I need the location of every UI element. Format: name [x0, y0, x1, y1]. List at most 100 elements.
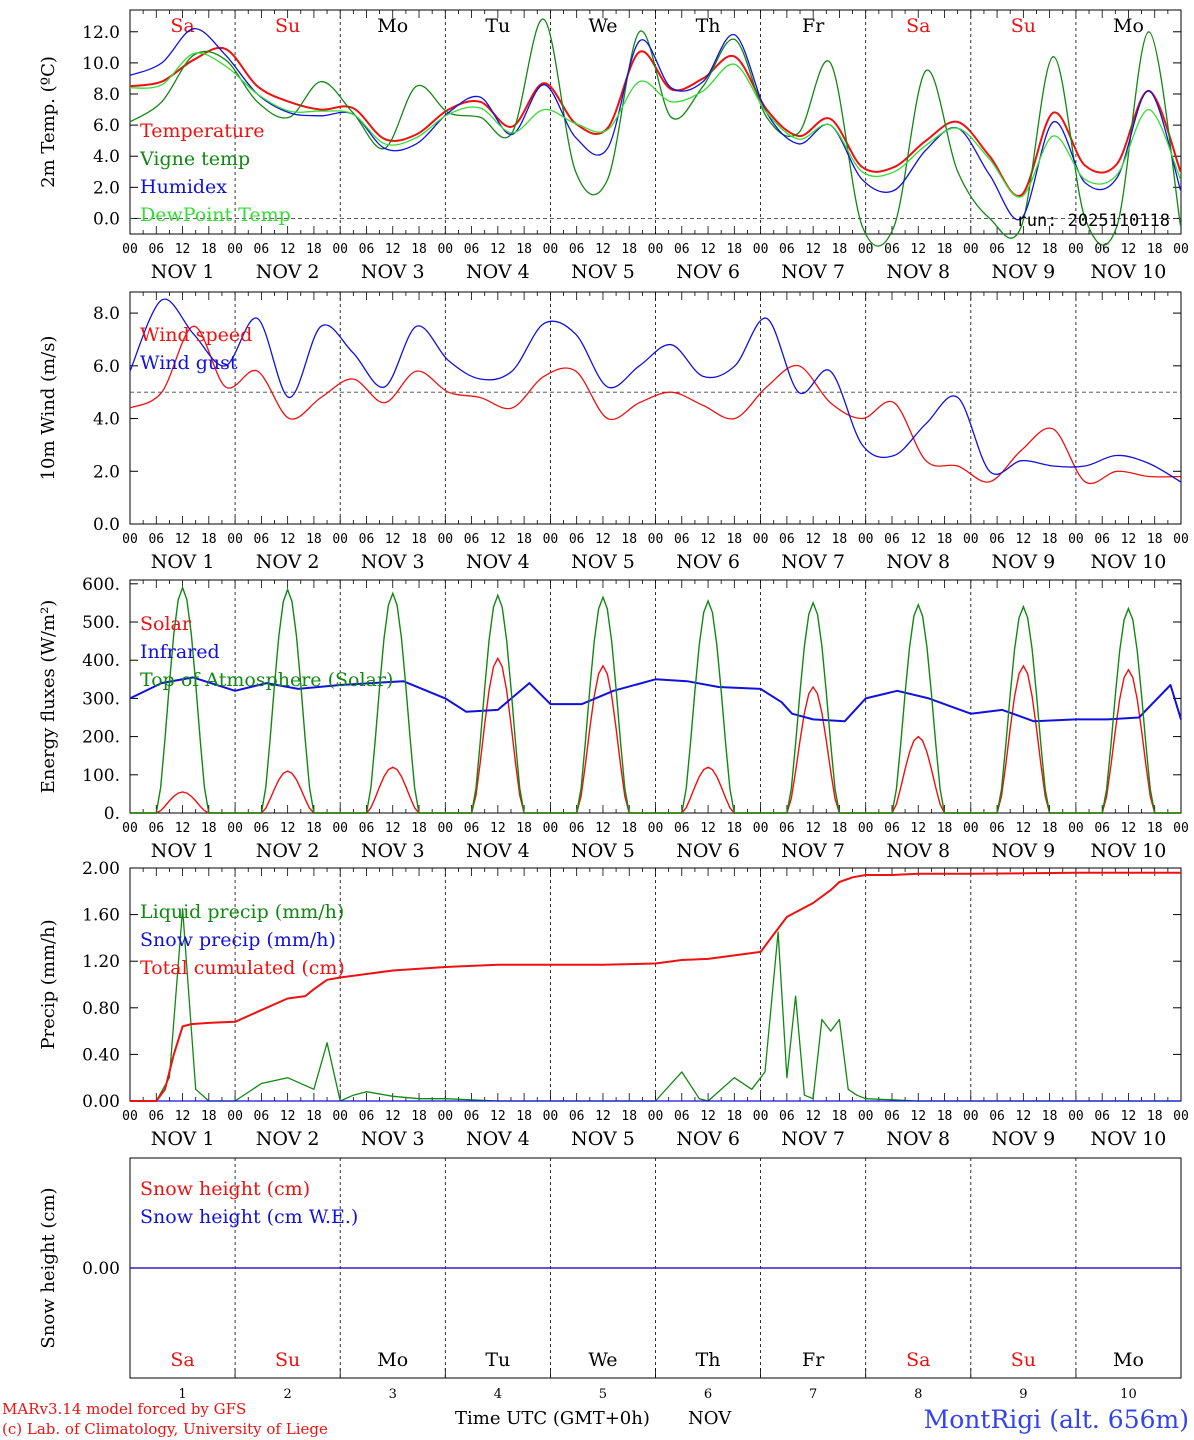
y-tick-label: 200. — [82, 728, 120, 748]
hour-tick-label: 18 — [306, 1109, 322, 1124]
hour-tick-label: 06 — [779, 1109, 795, 1124]
series-line-liquid-precip-mm-h- — [130, 908, 1181, 1102]
hour-tick-label: 12 — [490, 242, 506, 257]
hour-tick-label: 18 — [726, 242, 742, 257]
date-label: NOV 5 — [571, 551, 635, 573]
hour-tick-label: 12 — [595, 1109, 611, 1124]
day-name-label: Su — [275, 15, 300, 37]
y-tick-label: 8.0 — [93, 85, 120, 105]
hour-tick-label: 18 — [306, 821, 322, 836]
legend-entry: Solar — [140, 613, 192, 635]
hour-tick-label: 00 — [543, 1109, 559, 1124]
day-name-label: We — [588, 15, 617, 37]
day-number-label: 4 — [494, 1387, 502, 1402]
y-tick-label: 0.00 — [82, 1259, 120, 1279]
hour-tick-label: 06 — [359, 821, 375, 836]
hour-tick-label: 18 — [832, 532, 848, 547]
hour-tick-label: 00 — [227, 532, 243, 547]
hour-tick-label: 06 — [989, 1109, 1005, 1124]
day-number-label: 8 — [914, 1387, 922, 1402]
y-tick-label: 4.0 — [93, 147, 120, 167]
hour-tick-label: 00 — [1068, 1109, 1084, 1124]
date-label: NOV 2 — [256, 551, 320, 573]
series-line-dewpoint-temp — [129, 52, 1182, 198]
hour-tick-label: 12 — [1121, 821, 1137, 836]
series-group — [129, 18, 1182, 247]
hour-tick-label: 00 — [1173, 242, 1189, 257]
hour-tick-label: 06 — [884, 242, 900, 257]
date-label: NOV 7 — [781, 551, 845, 573]
hour-tick-label: 06 — [569, 821, 585, 836]
date-label: NOV 5 — [571, 261, 635, 283]
hour-tick-label: 12 — [700, 242, 716, 257]
y-tick-label: 0.00 — [82, 1092, 120, 1112]
hour-tick-label: 18 — [1147, 532, 1163, 547]
hour-tick-label: 18 — [937, 532, 953, 547]
day-number-label: 10 — [1120, 1387, 1137, 1402]
hour-tick-label: 18 — [621, 532, 637, 547]
hour-tick-label: 00 — [648, 821, 664, 836]
hour-tick-label: 18 — [1042, 821, 1058, 836]
hour-tick-label: 06 — [569, 242, 585, 257]
hour-tick-label: 18 — [937, 1109, 953, 1124]
hour-tick-label: 12 — [280, 821, 296, 836]
hour-tick-label: 12 — [1016, 242, 1032, 257]
hour-tick-label: 12 — [1121, 532, 1137, 547]
hour-tick-label: 12 — [175, 532, 191, 547]
date-label: NOV 4 — [466, 840, 530, 862]
date-label: NOV 2 — [256, 840, 320, 862]
date-label: NOV 10 — [1091, 840, 1167, 862]
date-label: NOV 3 — [361, 840, 425, 862]
hour-tick-label: 12 — [910, 821, 926, 836]
hour-tick-label: 18 — [1147, 1109, 1163, 1124]
date-label: NOV 6 — [676, 261, 740, 283]
day-name-label: Su — [1011, 1349, 1036, 1371]
series-line-top-of-atmosphere-solar- — [130, 585, 1181, 814]
hour-tick-label: 12 — [595, 532, 611, 547]
hour-tick-label: 06 — [464, 532, 480, 547]
hour-tick-label: 18 — [411, 1109, 427, 1124]
hour-tick-label: 06 — [254, 242, 270, 257]
hour-tick-label: 12 — [490, 821, 506, 836]
date-label: NOV 3 — [361, 551, 425, 573]
hour-tick-label: 00 — [858, 242, 874, 257]
hour-tick-label: 12 — [385, 1109, 401, 1124]
date-label: NOV 1 — [151, 551, 215, 573]
date-label: NOV 8 — [886, 840, 950, 862]
day-number-label: 2 — [284, 1387, 292, 1402]
hour-tick-label: 18 — [621, 242, 637, 257]
hour-tick-label: 00 — [858, 532, 874, 547]
hour-tick-label: 18 — [1042, 242, 1058, 257]
series-line-vigne-temp — [129, 18, 1182, 247]
series-line-temperature — [129, 46, 1182, 198]
hour-tick-label: 18 — [621, 1109, 637, 1124]
y-tick-label: 2.0 — [93, 462, 120, 482]
legend-entry: Wind speed — [140, 324, 252, 346]
hour-tick-label: 00 — [122, 242, 138, 257]
day-name-label: Mo — [1113, 1349, 1144, 1371]
hour-tick-label: 18 — [201, 532, 217, 547]
hour-tick-label: 06 — [359, 1109, 375, 1124]
hour-tick-label: 12 — [385, 532, 401, 547]
date-label: NOV 3 — [361, 1128, 425, 1150]
series-group — [129, 585, 1182, 814]
legend-entry: Vigne temp — [139, 148, 250, 170]
hour-tick-label: 12 — [910, 1109, 926, 1124]
hour-tick-label: 12 — [490, 1109, 506, 1124]
hour-tick-label: 18 — [1147, 242, 1163, 257]
day-name-label: Sa — [906, 1349, 930, 1371]
y-tick-label: 500. — [82, 613, 120, 633]
hour-tick-label: 18 — [726, 821, 742, 836]
date-label: NOV 4 — [466, 261, 530, 283]
date-label: NOV 6 — [676, 1128, 740, 1150]
hour-tick-label: 12 — [805, 242, 821, 257]
hour-tick-label: 18 — [411, 242, 427, 257]
hour-tick-label: 06 — [464, 821, 480, 836]
hour-tick-label: 18 — [1147, 821, 1163, 836]
hour-tick-label: 00 — [963, 1109, 979, 1124]
date-label: NOV 3 — [361, 261, 425, 283]
hour-tick-label: 06 — [779, 532, 795, 547]
series-group — [129, 298, 1181, 485]
hour-tick-label: 18 — [832, 821, 848, 836]
legend-entry: Infrared — [140, 641, 220, 663]
